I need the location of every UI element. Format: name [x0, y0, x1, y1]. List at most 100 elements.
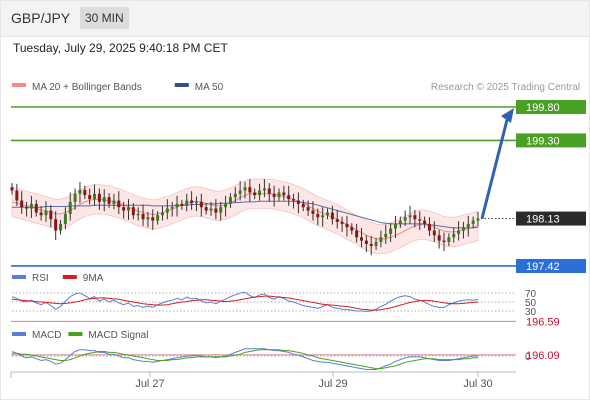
candle-body [355, 230, 359, 238]
macd-zero-label: 0 [525, 352, 531, 363]
candle-body [175, 203, 179, 208]
header-bar: GBP/JPY 30 MIN [0, 0, 590, 37]
candle-body [296, 200, 300, 204]
candle-body [311, 210, 315, 214]
candle-body [248, 187, 252, 193]
candle-body [442, 240, 446, 242]
candle-body [423, 220, 427, 224]
candle-body [59, 223, 63, 231]
candle-body [360, 237, 363, 241]
candle-body [287, 195, 291, 200]
candle-body [39, 212, 43, 216]
x-tick-label-0: Jul 27 [135, 378, 164, 390]
rsi-tick-0: 70 [525, 289, 537, 300]
rsi-tick-1: 50 [525, 298, 537, 309]
level-tag-2 [516, 258, 586, 273]
legend-swatch-main-1 [174, 83, 189, 87]
candle-body [97, 193, 101, 202]
legend-label-rsi-0: RSI [32, 273, 49, 284]
level-label-1: 199.30 [526, 135, 560, 147]
legend-label-macd-0: MACD [32, 330, 61, 341]
candle-body [180, 203, 184, 206]
candle-body [156, 215, 160, 221]
candle-body [131, 207, 135, 216]
candle-body [44, 210, 48, 216]
candle-body [243, 187, 247, 191]
candle-body [194, 201, 198, 204]
candle-body [49, 210, 53, 220]
candle-body [204, 207, 208, 211]
candle-body [112, 200, 116, 204]
legend-label-macd-1: MACD Signal [88, 330, 148, 341]
candle-body [78, 189, 82, 194]
legend-swatch-macd-1 [68, 332, 83, 336]
rsi-ma9-line [11, 295, 479, 311]
candle-body [228, 197, 232, 204]
legend-label-rsi-1: 9MA [83, 273, 104, 284]
candle-body [369, 243, 373, 246]
candle-body [117, 200, 121, 208]
candle-body [199, 201, 203, 208]
candle-body [350, 227, 354, 231]
level-tag-1 [516, 133, 586, 148]
candle-body [258, 190, 262, 196]
candle-body [277, 192, 281, 198]
forecast-arrow-head [501, 108, 514, 123]
candle-body [408, 215, 412, 218]
last-price-tag [516, 211, 586, 226]
candle-body [165, 208, 169, 213]
candle-body [403, 217, 407, 221]
legend-swatch-rsi-1 [62, 275, 77, 279]
candle-body [107, 197, 111, 204]
candle-body [68, 201, 72, 214]
candle-body [447, 237, 451, 242]
candle-body [326, 212, 330, 216]
candle-body [335, 219, 339, 222]
last-price-label: 198.13 [526, 214, 560, 226]
candle-body [214, 208, 218, 213]
rsi-tick-2: 30 [525, 307, 537, 318]
macd-line [11, 348, 478, 370]
candle-body [253, 192, 257, 196]
candle-body [432, 230, 436, 236]
candle-body [413, 215, 417, 220]
candle-body [238, 190, 242, 194]
candle-body [15, 190, 19, 201]
candle-body [452, 233, 456, 238]
candle-body [10, 187, 14, 191]
research-credit: Research © 2025 Trading Central [431, 82, 580, 93]
candle-body [374, 241, 378, 246]
candle-body [122, 207, 126, 211]
candle-body [457, 230, 461, 234]
candle-body [29, 203, 33, 209]
candle-body [461, 227, 465, 231]
candle-body [364, 240, 368, 244]
candle-body [63, 213, 67, 224]
candle-body [316, 213, 320, 218]
candle-body [321, 215, 325, 218]
candle-body [379, 237, 383, 242]
candle-body [292, 199, 296, 201]
candle-body [88, 195, 92, 200]
candle-body [73, 193, 77, 202]
candle-body [54, 219, 58, 231]
level-label-4: 196.09 [526, 350, 560, 362]
candle-body [185, 200, 189, 206]
macd-panel: MACD MACD Signal 0 [11, 330, 531, 370]
timeframe-button[interactable]: 30 MIN [80, 7, 129, 29]
x-tick-label-2: Jul 30 [463, 378, 492, 390]
candle-body [34, 203, 38, 213]
candle-body [25, 207, 29, 209]
legend-swatch-main-0 [12, 83, 26, 87]
candle-body [93, 193, 97, 200]
candle-body [384, 233, 388, 238]
candle-body [83, 189, 87, 196]
candle-body [398, 220, 402, 224]
candle-body [20, 200, 24, 208]
forecast-arrow-shaft [480, 119, 509, 219]
main-panel: MA 20 + Bollinger Bands MA 50 199.80 199.30… [10, 82, 586, 362]
candle-body [209, 208, 213, 211]
legend-label-main-0: MA 20 + Bollinger Bands [32, 82, 142, 93]
candle-body [476, 218, 480, 221]
